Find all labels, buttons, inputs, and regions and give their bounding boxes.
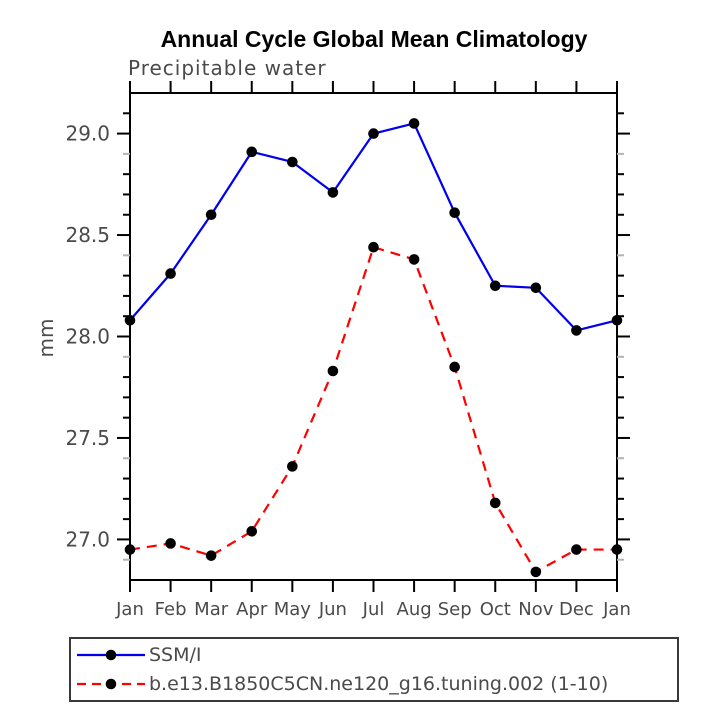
data-point	[449, 207, 460, 219]
x-tick-label: Mar	[194, 599, 229, 620]
x-tick-label: Aug	[397, 599, 432, 620]
data-point	[368, 241, 379, 253]
data-point	[611, 314, 623, 326]
data-point	[408, 254, 420, 265]
data-point	[571, 544, 582, 555]
y-tick-labels: 27.0 27.5 28.0 28.5 29.0	[65, 122, 110, 552]
data-point	[571, 325, 582, 336]
legend-label-ssmi: SSM/I	[149, 644, 202, 666]
y-tick-label: 27.5	[65, 426, 110, 450]
data-point	[368, 128, 379, 139]
x-tick-labels: Jan Feb Mar Apr May Jun Jul Aug Sep Oct Nov Dec Jan	[115, 599, 631, 620]
data-point	[408, 118, 420, 129]
data-point	[124, 544, 136, 555]
data-point	[530, 566, 542, 578]
legend-label-model: b.e13.B1850C5CN.ne120_g16.tuning.002 (1-…	[149, 673, 609, 695]
x-tick-label: Apr	[236, 599, 268, 620]
data-point	[205, 550, 217, 561]
chart-subtitle: Precipitable water	[128, 56, 327, 80]
data-point	[530, 282, 542, 294]
legend-marker-dot	[105, 649, 117, 661]
data-point	[449, 361, 460, 373]
plot-area: Jan Feb Mar Apr May Jun Jul Aug Sep Oct Nov Dec Jan 2…	[65, 81, 631, 620]
y-tick-label: 28.5	[65, 223, 110, 247]
y-tick-label: 29.0	[65, 122, 110, 146]
x-tick-label: Jan	[115, 599, 144, 620]
axes	[117, 81, 630, 592]
legend-row-model: b.e13.B1850C5CN.ne120_g16.tuning.002 (1-…	[74, 670, 677, 699]
x-tick-label: Dec	[559, 599, 594, 620]
data-point	[287, 461, 298, 472]
x-tick-label: Oct	[480, 599, 511, 620]
x-tick-label: Jul	[362, 599, 385, 620]
data-point	[327, 365, 339, 377]
data-point	[327, 187, 339, 198]
data-point	[489, 497, 501, 509]
x-tick-label: Nov	[518, 599, 553, 620]
legend-box: SSM/I b.e13.B1850C5CN.ne120_g16.tuning.0…	[69, 637, 679, 702]
legend-row-ssmi: SSM/I	[74, 641, 677, 670]
legend-marker-dot	[105, 678, 117, 690]
data-point	[287, 156, 298, 168]
y-tick-label: 27.0	[65, 527, 110, 551]
x-tick-label: May	[274, 599, 312, 620]
data-point	[246, 526, 258, 537]
x-tick-label: Jun	[318, 599, 347, 620]
legend-line-sample-model	[77, 678, 145, 690]
data-point	[124, 314, 136, 326]
series-ssmi	[124, 118, 623, 336]
data-point	[165, 538, 176, 549]
x-tick-label: Jan	[602, 599, 631, 620]
data-point	[205, 209, 217, 221]
x-tick-label: Feb	[155, 599, 187, 620]
legend-line-sample-ssmi	[77, 649, 145, 661]
data-point	[611, 544, 623, 555]
series-model	[124, 241, 623, 578]
data-point	[246, 146, 258, 158]
x-tick-label: Sep	[438, 599, 472, 620]
data-point	[489, 280, 501, 292]
chart-title: Annual Cycle Global Mean Climatology	[160, 26, 588, 52]
y-tick-label: 28.0	[65, 325, 110, 349]
data-point	[165, 268, 176, 279]
